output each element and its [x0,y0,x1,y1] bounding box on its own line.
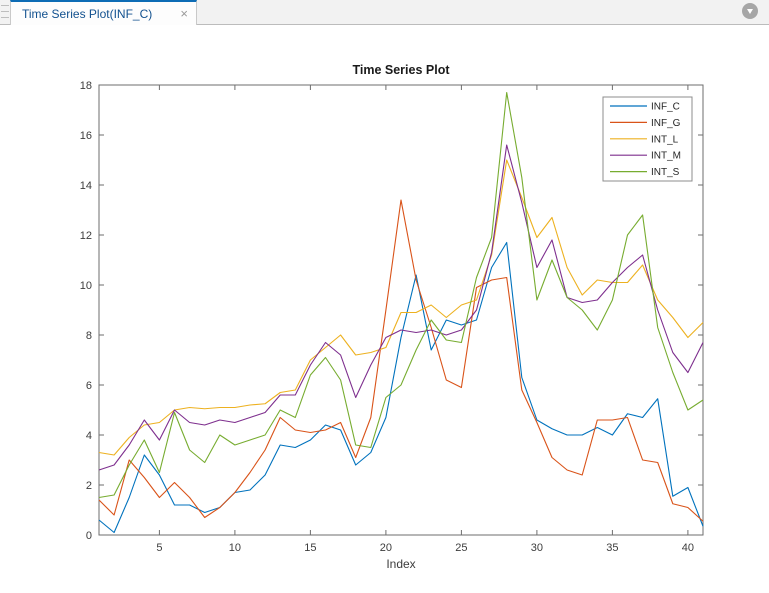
legend-label-INT_L: INT_L [651,134,679,145]
figure-tab[interactable]: Time Series Plot(INF_C) × [10,0,197,25]
close-icon[interactable]: × [180,6,188,21]
x-axis-label: Index [386,557,415,571]
x-tick-label: 15 [304,542,316,554]
plot-box [98,84,704,536]
figure-area: 5 10 15 20 25 30 35 40 0 2 4 6 8 10 12 14 16 18 Time Serie… [0,25,769,593]
x-tick-label: 10 [229,542,241,554]
figure-tab-bar: Time Series Plot(INF_C) × [0,0,769,25]
x-tick-label: 25 [455,542,467,554]
series-INF_G [98,199,704,522]
y-tick-label: 18 [80,80,92,92]
x-tick-label: 40 [682,542,694,554]
chart-title: Time Series Plot [352,63,450,77]
legend-label-INF_G: INF_G [651,118,681,129]
panel-grip-handle[interactable] [1,3,9,23]
series-INT_M [98,144,704,471]
x-tick-label: 20 [380,542,392,554]
chevron-down-icon[interactable] [742,3,758,19]
legend-label-INT_M: INT_M [651,151,681,162]
legend-label-INT_S: INT_S [651,167,680,178]
x-tick-label: 5 [156,542,162,554]
y-tick-label: 2 [86,480,92,492]
legend-label-INF_C: INF_C [651,102,680,113]
legend[interactable]: INF_C INF_G INT_L INT_M INT_S [602,96,693,182]
y-tick-label: 6 [86,380,92,392]
y-tick-label: 12 [80,230,92,242]
x-tick-label: 35 [606,542,618,554]
figure-tab-label: Time Series Plot(INF_C) [22,6,153,21]
time-series-chart: 5 10 15 20 25 30 35 40 0 2 4 6 8 10 12 14 16 18 Time Serie… [80,63,704,571]
series-INT_L [98,159,704,456]
series-INT_S [98,91,704,499]
y-tick-label: 16 [80,130,92,142]
y-tick-label: 10 [80,280,92,292]
y-tick-label: 4 [86,430,92,442]
y-tick-label: 8 [86,330,92,342]
y-tick-label: 14 [80,180,92,192]
y-tick-label: 0 [86,530,92,542]
x-tick-label: 30 [531,542,543,554]
